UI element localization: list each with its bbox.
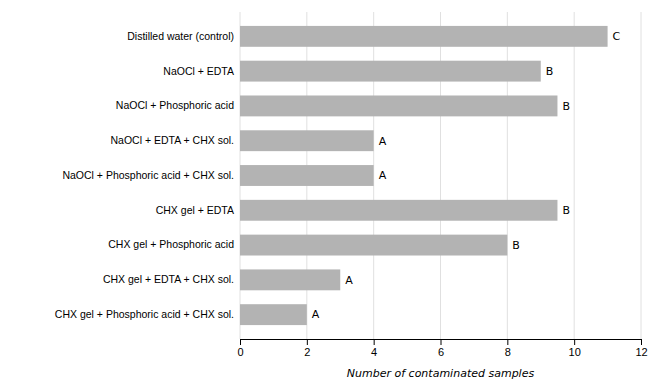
grid [240,12,641,339]
y-tick: NaOCl + EDTA + CHX sol. [110,134,234,146]
tick-label: 12 [635,346,647,358]
bar [240,165,374,186]
tick-label: 6 [438,346,444,358]
bars [240,26,608,325]
tick-mark [641,339,642,345]
y-tick: NaOCl + Phosphoric acid [116,99,234,111]
tick-label: CHX gel + EDTA + CHX sol. [103,273,234,285]
bar [240,269,340,290]
tick-mark [307,339,308,345]
tick-mark [574,339,575,345]
annotation: C [613,30,621,43]
y-tick: CHX gel + Phosphoric acid [108,238,234,250]
tick-label: Distilled water (control) [127,30,234,42]
tick-label: CHX gel + Phosphoric acid + CHX sol. [55,308,234,320]
bar [240,200,557,221]
y-tick: NaOCl + Phosphoric acid + CHX sol. [62,169,234,181]
annotations: A A B B A A B B C [312,30,621,321]
annotation: A [345,274,353,287]
chart: 0 2 4 6 8 10 12 CHX gel + Phosphoric acid + CHX… [0,0,669,387]
x-tick: 4 [371,339,377,358]
tick-label: NaOCl + Phosphoric acid + CHX sol. [62,169,234,181]
tick-label: NaOCl + EDTA + CHX sol. [110,134,234,146]
annotation: A [379,169,387,182]
x-tick: 12 [635,339,647,358]
y-tick: Distilled water (control) [127,30,234,42]
bar [240,130,374,151]
x-axis: 0 2 4 6 8 10 12 [237,339,647,358]
bar [240,235,507,256]
annotation: B [512,239,520,252]
bar [240,304,307,325]
annotation: A [379,135,387,148]
bar [240,26,608,47]
annotation: B [562,100,570,113]
tick-mark [240,339,241,345]
grid-line [574,12,575,339]
y-axis: CHX gel + Phosphoric acid + CHX sol. CHX … [55,30,234,320]
annotation: B [546,65,554,78]
grid-line [641,12,642,339]
y-tick: NaOCl + EDTA [163,64,234,76]
x-tick: 6 [438,339,444,358]
bar [240,61,541,82]
tick-label: NaOCl + Phosphoric acid [116,99,234,111]
plot-area: 0 2 4 6 8 10 12 CHX gel + Phosphoric acid + CHX… [55,12,648,380]
x-axis-title: Number of contaminated samples [347,367,535,380]
x-tick: 0 [237,339,243,358]
y-tick: CHX gel + EDTA + CHX sol. [103,273,234,285]
annotation: B [562,204,570,217]
x-tick: 10 [569,339,581,358]
tick-label: 8 [505,346,511,358]
y-tick: CHX gel + Phosphoric acid + CHX sol. [55,308,234,320]
tick-mark [507,339,508,345]
tick-mark [374,339,375,345]
bar [240,95,557,116]
axis-line [241,340,642,346]
x-tick: 2 [304,339,310,358]
tick-label: 0 [237,346,243,358]
tick-label: 4 [371,346,377,358]
y-tick: CHX gel + EDTA [156,204,234,216]
tick-label: 2 [304,346,310,358]
x-tick: 8 [505,339,511,358]
tick-label: CHX gel + EDTA [156,204,234,216]
tick-label: 10 [569,346,581,358]
annotation: A [312,308,320,321]
tick-label: NaOCl + EDTA [163,64,234,76]
tick-mark [441,339,442,345]
tick-label: CHX gel + Phosphoric acid [108,238,234,250]
